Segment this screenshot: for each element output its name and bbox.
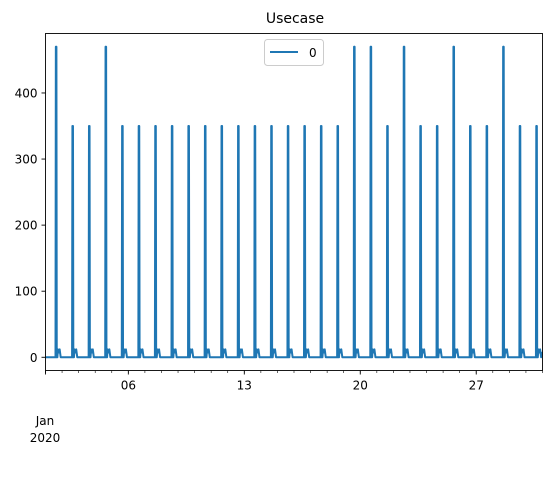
x-axis: 06 13 20 27	[45, 370, 543, 393]
x-tick-label: 06	[121, 379, 136, 393]
y-tick-label: 300	[15, 153, 38, 167]
x-tick-label: 20	[353, 379, 368, 393]
chart-title: Usecase	[266, 11, 324, 27]
period-label: Jan 2020	[30, 414, 61, 445]
y-tick-label: 100	[15, 285, 38, 299]
x-tick-label: 13	[237, 379, 252, 393]
period-year-label: 2020	[30, 431, 61, 445]
period-month-label: Jan	[35, 414, 55, 428]
series-line-0	[45, 45, 543, 359]
y-axis: 0 100 200 300 400	[15, 86, 46, 365]
legend: 0	[264, 39, 324, 66]
y-tick-label: 200	[15, 219, 38, 233]
legend-label-0: 0	[309, 46, 317, 60]
plot-area	[45, 45, 543, 359]
y-tick-label: 400	[15, 86, 38, 100]
y-tick-label: 0	[30, 351, 38, 365]
x-tick-label: 27	[469, 379, 484, 393]
